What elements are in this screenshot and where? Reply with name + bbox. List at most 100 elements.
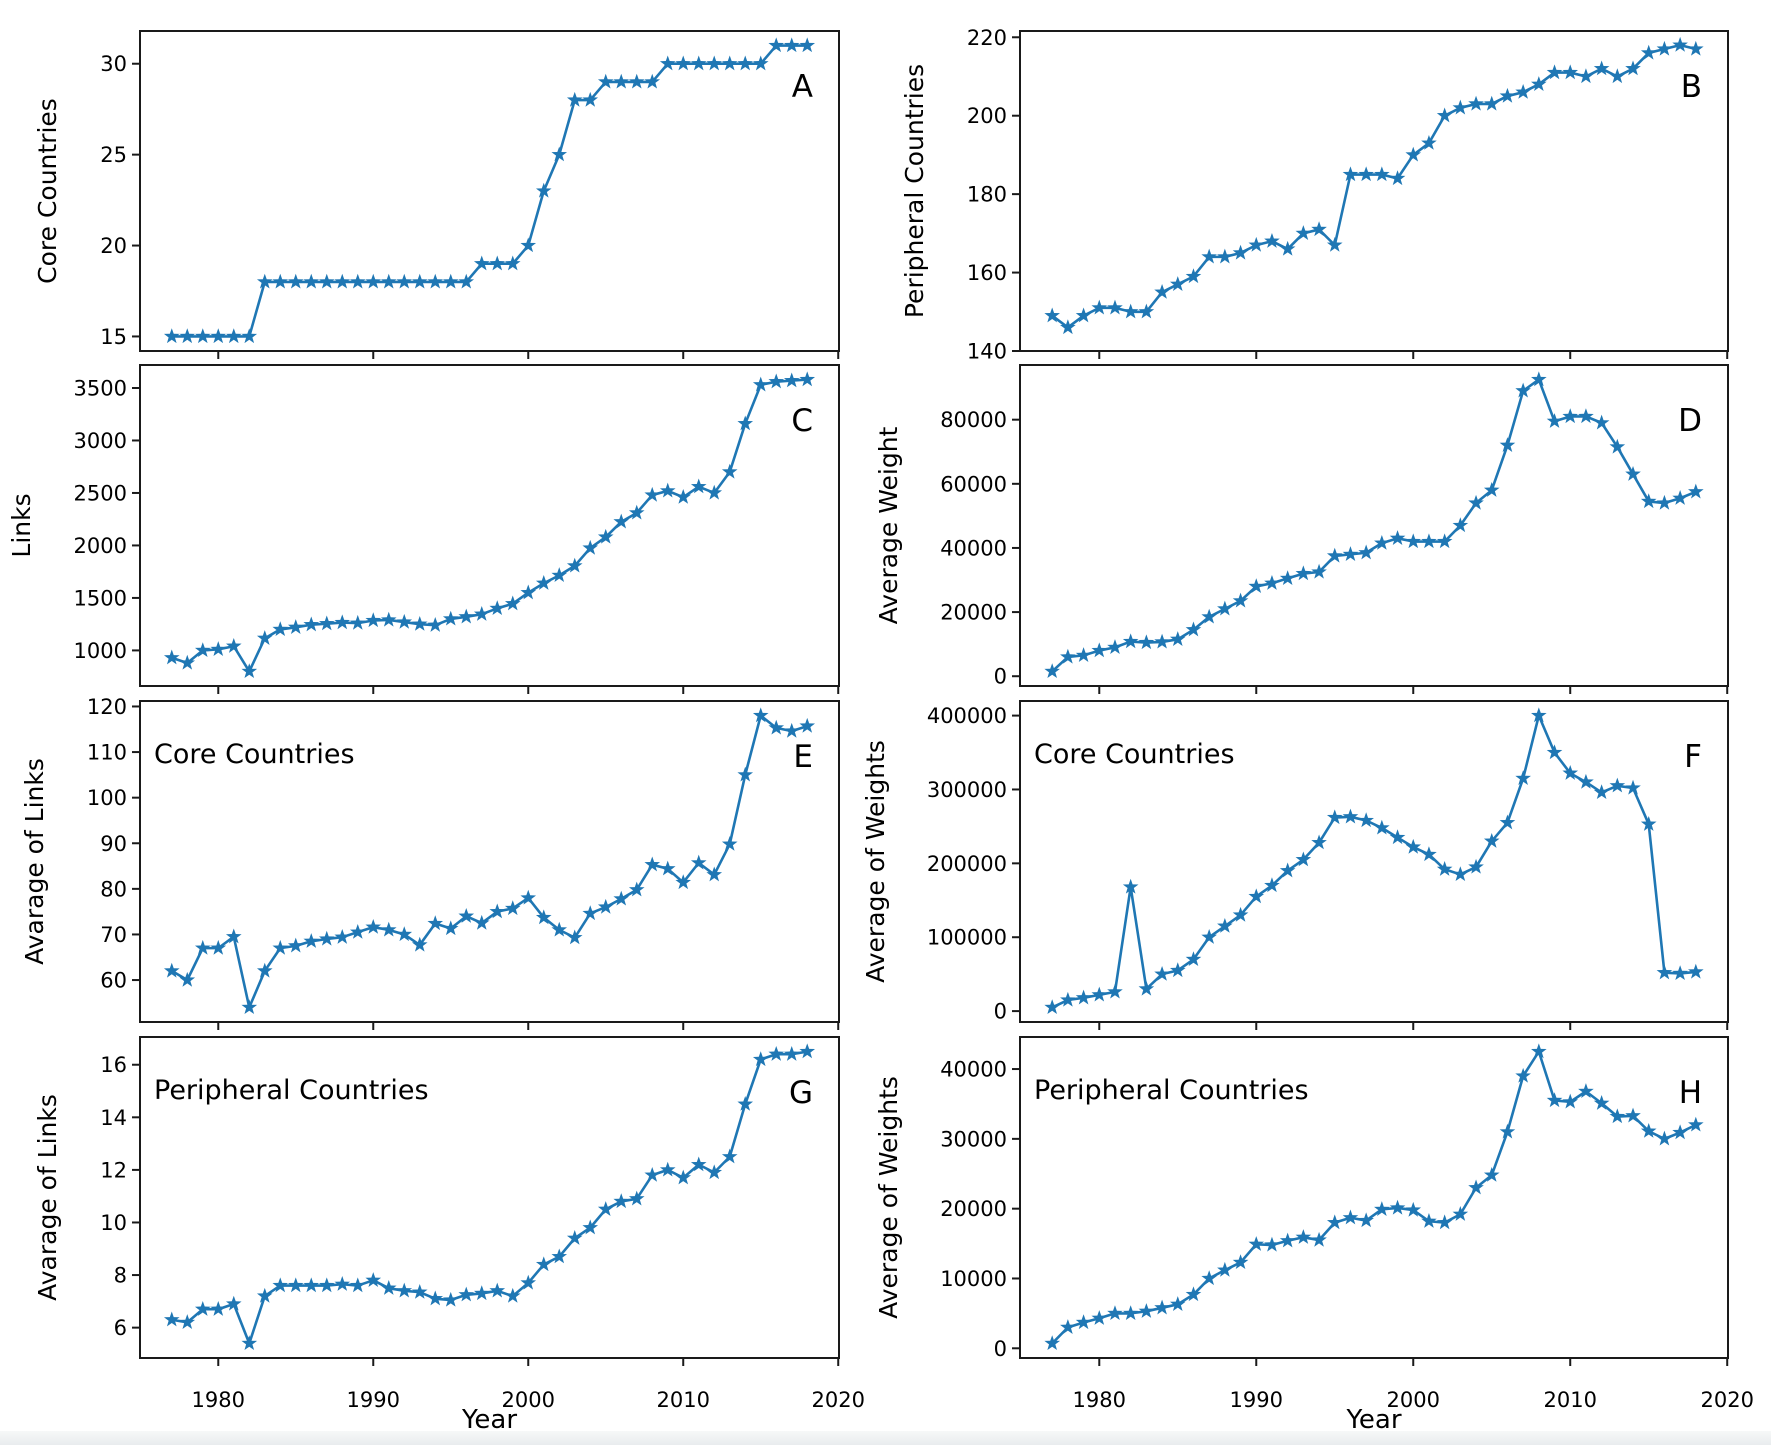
- star-marker: [473, 914, 490, 930]
- star-marker: [1107, 639, 1123, 654]
- star-marker: [272, 939, 289, 955]
- star-marker: [1609, 1108, 1626, 1124]
- star-marker: [1562, 408, 1579, 424]
- star-marker: [179, 654, 196, 670]
- panel-E-letter: E: [793, 739, 813, 775]
- star-marker: [752, 55, 769, 71]
- star-marker: [1091, 642, 1108, 658]
- panel-H-xtick-label: 1990: [1230, 1388, 1283, 1412]
- star-marker: [504, 255, 521, 271]
- panel-A: 15 20 25 30 A Core Countries: [33, 30, 840, 359]
- star-marker: [225, 638, 242, 653]
- star-marker: [520, 889, 537, 905]
- star-marker: [365, 273, 382, 289]
- star-marker: [411, 273, 428, 289]
- star-marker: [1311, 834, 1327, 850]
- panel-E-ytick-label: 60: [100, 969, 127, 993]
- star-marker: [1138, 980, 1155, 996]
- star-marker: [644, 856, 661, 872]
- star-marker: [1483, 1166, 1500, 1182]
- star-marker: [706, 55, 723, 71]
- panel-C-ytick-label: 3500: [74, 376, 127, 400]
- star-marker: [334, 1276, 351, 1291]
- star-marker: [551, 567, 568, 582]
- panel-G: 6 8 10 12 14 16 1980 1990 2000 2010 2020 G Periphera…: [33, 1036, 865, 1435]
- panel-A-ytick-label: 30: [100, 52, 127, 76]
- star-marker: [349, 1277, 366, 1293]
- star-marker: [1122, 303, 1139, 319]
- star-marker: [1154, 283, 1170, 299]
- star-marker: [1436, 861, 1453, 876]
- star-marker: [1436, 107, 1453, 123]
- star-marker: [659, 1161, 676, 1177]
- panel-H-ytick-label: 0: [994, 1337, 1007, 1361]
- star-marker: [1499, 437, 1516, 452]
- star-marker: [1374, 166, 1390, 182]
- panel-F-letter: F: [1684, 739, 1702, 775]
- star-marker: [1656, 494, 1673, 510]
- star-marker: [1499, 1123, 1516, 1139]
- star-marker: [1405, 146, 1422, 162]
- star-marker: [427, 915, 444, 931]
- star-marker: [535, 909, 552, 925]
- star-marker: [210, 1301, 227, 1316]
- star-marker: [1248, 236, 1265, 252]
- star-marker: [380, 273, 397, 289]
- star-marker: [1201, 608, 1217, 624]
- panel-C-letter: C: [791, 403, 813, 439]
- star-marker: [706, 484, 723, 500]
- star-marker: [1609, 68, 1626, 84]
- star-marker: [256, 273, 273, 289]
- star-marker: [1688, 1116, 1704, 1132]
- star-marker: [1060, 1319, 1076, 1334]
- panel-G-xtick-label: 1980: [192, 1388, 245, 1412]
- panel-C-line: [171, 378, 808, 673]
- panel-E-ytick-label: 90: [100, 832, 127, 856]
- star-marker: [318, 615, 335, 631]
- panel-E: 60 70 80 90 100 110 120 E Core Countries Avarage …: [20, 695, 840, 1030]
- star-marker: [613, 890, 630, 906]
- star-marker: [582, 539, 599, 555]
- star-marker: [225, 928, 242, 944]
- panel-G-title: Peripheral Countries: [154, 1075, 429, 1106]
- star-marker: [334, 273, 351, 289]
- star-marker: [1107, 1305, 1123, 1321]
- panel-H-frame: [1019, 1036, 1729, 1359]
- star-marker: [1374, 819, 1390, 835]
- star-marker: [473, 1285, 490, 1301]
- star-marker: [1248, 888, 1265, 904]
- star-marker: [1107, 299, 1123, 315]
- star-marker: [442, 920, 459, 936]
- star-marker: [241, 328, 258, 344]
- panel-H-ytick-label: 20000: [940, 1197, 1007, 1221]
- star-marker: [1342, 166, 1359, 182]
- star-marker: [1217, 917, 1233, 933]
- star-marker: [1531, 707, 1547, 723]
- star-marker: [1421, 533, 1437, 549]
- star-marker: [442, 1291, 459, 1307]
- star-marker: [473, 606, 490, 621]
- star-marker: [1546, 64, 1563, 80]
- panel-H-xtick-label: 2000: [1387, 1388, 1440, 1412]
- star-marker: [1562, 64, 1579, 80]
- star-marker: [1688, 40, 1704, 56]
- star-marker: [179, 1314, 196, 1330]
- star-marker: [1499, 814, 1516, 830]
- star-marker: [396, 613, 413, 629]
- star-marker: [194, 939, 211, 955]
- star-marker: [1421, 846, 1437, 862]
- star-marker: [1483, 832, 1500, 848]
- panel-E-ytick-label: 110: [87, 741, 127, 765]
- star-marker: [1546, 413, 1563, 428]
- star-marker: [334, 928, 351, 944]
- star-marker: [1452, 866, 1469, 882]
- panel-A-frame: [139, 30, 840, 352]
- panel-E-ytick-label: 80: [100, 877, 127, 901]
- star-marker: [287, 619, 304, 634]
- panel-A-line: [171, 44, 808, 338]
- star-marker: [1436, 1214, 1453, 1230]
- star-marker: [1264, 575, 1280, 590]
- panel-A-ytick-label: 25: [100, 143, 127, 167]
- star-marker: [1169, 1296, 1186, 1311]
- star-marker: [458, 273, 475, 289]
